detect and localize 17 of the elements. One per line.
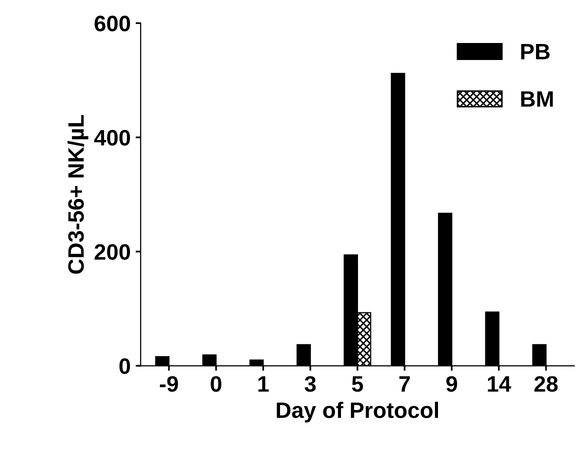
x-tick-label: 9 (446, 376, 458, 392)
y-tick-label: 200 (94, 244, 130, 260)
y-axis-title: CD3-56+ NK/µL (68, 114, 88, 274)
x-tick-label: 14 (488, 376, 512, 392)
x-tick-label: 3 (304, 376, 316, 392)
x-tick-label: -9 (160, 376, 178, 392)
y-tick-label: 400 (94, 130, 130, 146)
x-tick-label: 1 (258, 376, 269, 392)
y-tick-label: 600 (94, 16, 130, 32)
x-axis-title: Day of Protocol (276, 402, 438, 422)
legend-label: PB (521, 44, 550, 60)
legend-label: BM (521, 91, 553, 107)
x-tick-label: 7 (399, 376, 410, 392)
x-tick-label: 0 (210, 376, 222, 392)
x-tick-label: 5 (352, 376, 364, 392)
y-tick-label: 0 (119, 358, 130, 374)
x-tick-label: 28 (534, 376, 558, 392)
